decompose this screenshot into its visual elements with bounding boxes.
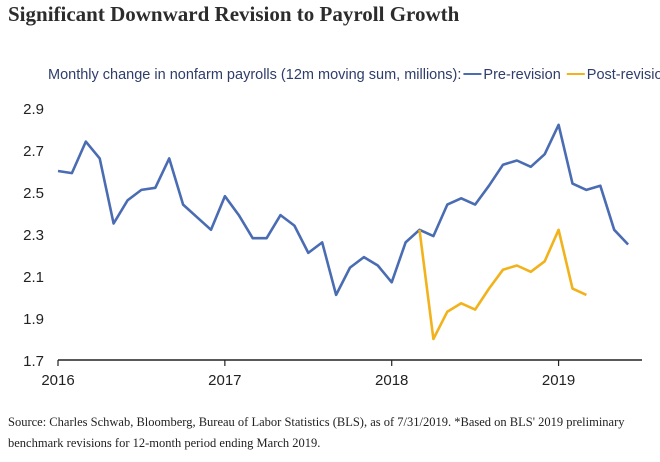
x-tick-label: 2017 bbox=[208, 372, 241, 389]
chart-title: Significant Downward Revision to Payroll… bbox=[8, 2, 460, 26]
y-tick-label: 2.3 bbox=[23, 227, 44, 244]
legend-label-pre: Pre-revision bbox=[483, 67, 560, 83]
series-line-post-revision bbox=[418, 228, 587, 341]
source-note: Source: Charles Schwab, Bloomberg, Burea… bbox=[8, 415, 625, 450]
payroll-line-chart: Monthly change in nonfarm payrolls (12m … bbox=[23, 67, 660, 389]
y-tick-label: 1.9 bbox=[23, 311, 44, 328]
y-tick-label: 2.1 bbox=[23, 269, 44, 286]
y-tick-label: 2.5 bbox=[23, 185, 44, 202]
y-tick-label: 2.9 bbox=[23, 101, 44, 118]
y-tick-label: 1.7 bbox=[23, 353, 44, 370]
y-axis-ticks: 2.9 2.7 2.5 2.3 2.1 1.9 1.7 bbox=[23, 101, 44, 370]
series-line-pre-revision bbox=[57, 123, 630, 297]
x-tick-label: 2019 bbox=[542, 372, 575, 389]
x-tick-label: 2018 bbox=[375, 372, 408, 389]
x-axis-ticks: 2016 2017 2018 2019 bbox=[41, 360, 575, 389]
chart-legend: Monthly change in nonfarm payrolls (12m … bbox=[48, 67, 660, 83]
legend-label-post: Post-revision* bbox=[587, 67, 660, 83]
chart-subtitle: Monthly change in nonfarm payrolls (12m … bbox=[48, 67, 461, 83]
series-lines bbox=[57, 123, 630, 341]
x-tick-label: 2016 bbox=[41, 372, 74, 389]
y-tick-label: 2.7 bbox=[23, 143, 44, 160]
